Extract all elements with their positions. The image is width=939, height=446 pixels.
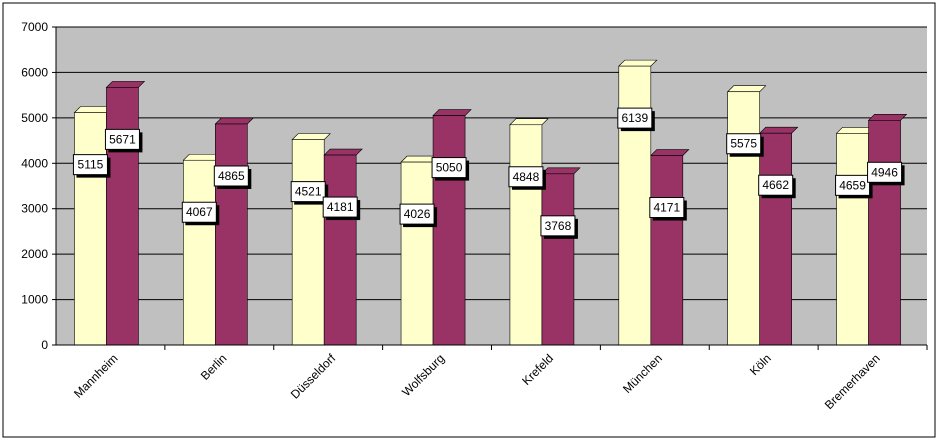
svg-text:4946: 4946 (871, 165, 898, 179)
svg-text:4521: 4521 (295, 185, 322, 199)
svg-text:4662: 4662 (762, 178, 789, 192)
bar-series2-top (432, 109, 472, 116)
bar-series2-top (214, 117, 255, 125)
bar-series2 (868, 120, 901, 346)
svg-text:4181: 4181 (327, 200, 354, 214)
svg-text:5050: 5050 (436, 161, 463, 175)
y-tick-label: 4000 (21, 156, 48, 170)
data-label-series2: 4171 (649, 197, 687, 221)
svg-text:5115: 5115 (78, 158, 104, 172)
data-label-series1: 4848 (508, 166, 546, 190)
bar-series2 (759, 132, 792, 346)
bar-series1-top (618, 59, 658, 67)
svg-text:4171: 4171 (653, 201, 680, 215)
y-tick-label: 1000 (21, 293, 48, 307)
bar-series2-top (867, 114, 908, 121)
svg-text:3768: 3768 (545, 219, 572, 233)
bar-series2-top (105, 81, 146, 88)
bar-series2 (650, 155, 684, 346)
data-label-series2: 4181 (322, 196, 361, 221)
svg-text:5671: 5671 (109, 132, 136, 146)
bar-series1 (727, 91, 760, 346)
y-tick-label: 2000 (21, 247, 48, 261)
data-label-series2: 3768 (540, 215, 578, 239)
svg-text:4848: 4848 (513, 170, 540, 184)
y-tick-label: 3000 (21, 202, 48, 216)
bar-series1 (836, 133, 869, 346)
data-label-series1: 4659 (835, 174, 873, 199)
y-tick-label: 0 (41, 338, 48, 352)
bar-series1 (291, 139, 325, 346)
bar-series2 (541, 173, 575, 346)
svg-text:4067: 4067 (186, 205, 213, 219)
y-tick-label: 7000 (21, 20, 48, 34)
data-label-series1: 4521 (290, 181, 329, 205)
data-label-series1: 4067 (181, 201, 220, 226)
bar-series1 (183, 159, 216, 346)
data-label-series2: 4865 (213, 165, 252, 189)
data-labels: 5115 5671 4067 4865 4521 4181 4026 5050 4848 3768… (72, 107, 905, 239)
bar-series1-top (509, 118, 549, 126)
data-label-series2: 4946 (867, 161, 905, 186)
bar-series2 (432, 115, 466, 346)
data-label-series1: 4026 (399, 203, 438, 228)
data-label-series2: 5050 (431, 157, 470, 181)
data-label-series1: 5575 (726, 133, 764, 157)
bar-series1 (74, 112, 107, 346)
data-label-series1: 6139 (617, 107, 655, 132)
bar-series1 (509, 124, 543, 346)
bar-series2-top (541, 167, 581, 175)
svg-text:5575: 5575 (730, 137, 757, 151)
y-tick-label: 6000 (21, 65, 48, 79)
svg-text:4659: 4659 (839, 178, 866, 192)
y-tick-label: 5000 (21, 111, 48, 125)
bar-series2 (215, 123, 248, 346)
data-label-series1: 5115 (72, 154, 111, 178)
bar-series2 (106, 87, 139, 346)
data-label-series2: 4662 (758, 174, 796, 199)
svg-text:4865: 4865 (218, 169, 245, 183)
bar-series2-top (650, 149, 690, 156)
bar-series1 (400, 161, 434, 346)
bar-series1-top (291, 133, 331, 140)
bar-series2-top (323, 148, 363, 156)
data-label-series2: 5671 (104, 128, 143, 153)
bar-series2 (323, 154, 357, 346)
svg-text:4026: 4026 (404, 207, 431, 221)
bar-series1-top (726, 85, 767, 93)
svg-text:6139: 6139 (621, 111, 648, 125)
bar-series2-top (758, 126, 799, 134)
